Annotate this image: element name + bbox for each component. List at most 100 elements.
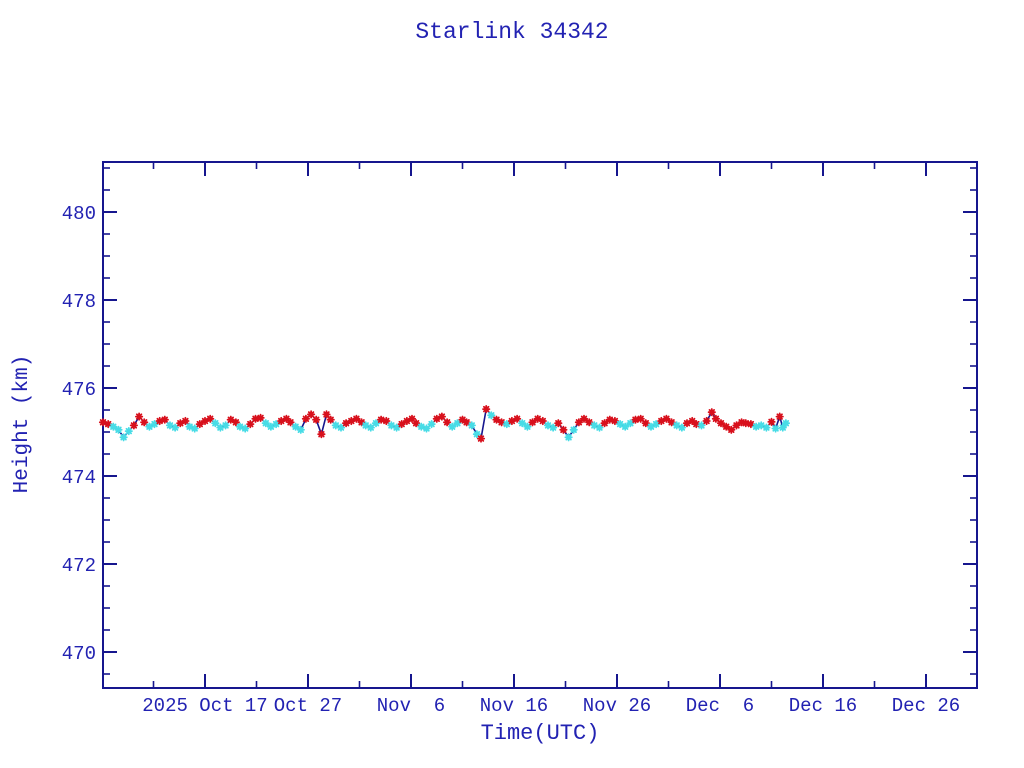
cyan-asterisk-marker [261,419,270,428]
cyan-asterisk-marker [119,433,128,442]
cyan-asterisk-marker [487,411,496,420]
red-asterisk-marker [140,418,149,427]
cyan-asterisk-marker [781,419,791,428]
cyan-asterisk-marker [371,419,381,428]
red-asterisk-marker [716,419,726,428]
red-asterisk-marker [129,421,138,430]
red-asterisk-marker [307,410,316,419]
chart-title: Starlink 34342 [415,19,608,45]
red-asterisk-marker [251,414,260,423]
x-tick-label: Nov 26 [583,695,651,717]
red-asterisk-marker [231,418,240,427]
cyan-asterisk-marker [296,425,305,434]
red-asterisk-marker [412,419,421,428]
red-asterisk-marker [382,416,391,426]
red-asterisk-marker [317,430,326,439]
red-asterisk-marker [277,416,286,426]
red-asterisk-marker [342,419,351,428]
y-tick-label: 470 [62,643,96,665]
red-asterisk-marker [600,419,609,428]
y-tick-label: 474 [62,467,96,489]
cyan-asterisk-marker [165,421,175,430]
cyan-asterisk-marker [331,421,340,430]
cyan-asterisk-marker [548,423,558,432]
cyan-asterisk-marker [697,421,706,430]
cyan-asterisk-marker [523,422,532,431]
red-asterisk-marker [497,418,506,427]
cyan-asterisk-marker [502,420,511,429]
red-asterisk-marker [286,418,295,427]
cyan-asterisk-marker [366,423,375,432]
cyan-asterisk-marker [615,420,625,429]
cyan-asterisk-marker [361,421,370,430]
cyan-asterisk-marker [751,422,761,431]
red-asterisk-marker [737,418,746,427]
red-asterisk-marker [707,408,716,417]
red-asterisk-marker [476,434,486,443]
cyan-asterisk-marker [241,424,250,433]
red-asterisk-marker [574,418,584,427]
y-tick-label: 480 [62,203,96,225]
red-asterisk-marker [160,415,169,424]
cyan-asterisk-marker [211,419,220,428]
cyan-asterisk-marker [651,420,661,429]
red-asterisk-marker [282,414,291,423]
cyan-asterisk-marker [392,423,401,432]
cyan-asterisk-marker [569,425,578,434]
red-asterisk-marker [682,419,692,428]
red-asterisk-marker [538,416,547,426]
cyan-asterisk-marker [448,422,457,431]
cyan-asterisk-marker [778,423,787,432]
red-asterisk-marker [688,416,697,426]
red-asterisk-marker [98,418,108,427]
cyan-asterisk-marker [677,423,687,432]
red-asterisk-marker [312,415,321,424]
cyan-asterisk-marker [518,419,527,428]
red-asterisk-marker [458,415,467,424]
y-tick-label: 476 [62,379,96,401]
red-asterisk-marker [407,414,417,423]
cyan-asterisk-marker [221,421,230,430]
cyan-asterisk-marker [150,420,159,429]
red-asterisk-marker [636,414,645,423]
red-asterisk-marker [443,418,452,427]
red-asterisk-marker [135,412,144,421]
cyan-asterisk-marker [124,427,133,436]
red-asterisk-marker [352,414,361,423]
red-asterisk-marker [610,416,620,426]
cyan-asterisk-marker [216,423,225,432]
x-tick-label: Nov 6 [377,695,445,717]
cyan-asterisk-marker [590,421,599,430]
cyan-asterisk-marker [621,422,630,431]
red-asterisk-marker [767,417,776,426]
cyan-asterisk-marker [266,422,275,431]
axis-tick-labels: 2025 Oct 17 Oct 27 Nov 6 Nov 16 Nov 26 Dec 6 D… [62,203,960,717]
red-asterisk-marker [206,414,215,423]
red-asterisk-marker [641,419,650,428]
red-asterisk-marker [512,414,522,423]
red-asterisk-marker [662,414,671,423]
cyan-asterisk-marker [626,419,635,428]
cyan-asterisk-marker [762,423,771,432]
data-markers [98,405,791,443]
red-asterisk-marker [492,415,501,424]
red-asterisk-marker [200,416,210,426]
x-tick-label: Dec 16 [789,695,857,717]
red-asterisk-marker [667,418,676,427]
red-asterisk-marker [155,416,164,426]
red-asterisk-marker [559,425,568,434]
red-asterisk-marker [322,410,331,419]
red-asterisk-marker [347,416,356,426]
red-asterisk-marker [326,415,335,424]
y-axis-title: Height (km) [11,355,34,494]
cyan-asterisk-marker [543,421,553,430]
red-asterisk-marker [176,419,185,428]
cyan-asterisk-marker [595,423,604,432]
cyan-asterisk-marker [453,419,462,428]
cyan-asterisk-marker [272,420,281,429]
cyan-asterisk-marker [564,433,573,442]
red-asterisk-marker [437,412,446,421]
cyan-asterisk-marker [190,424,199,433]
y-tick-label: 472 [62,555,96,577]
